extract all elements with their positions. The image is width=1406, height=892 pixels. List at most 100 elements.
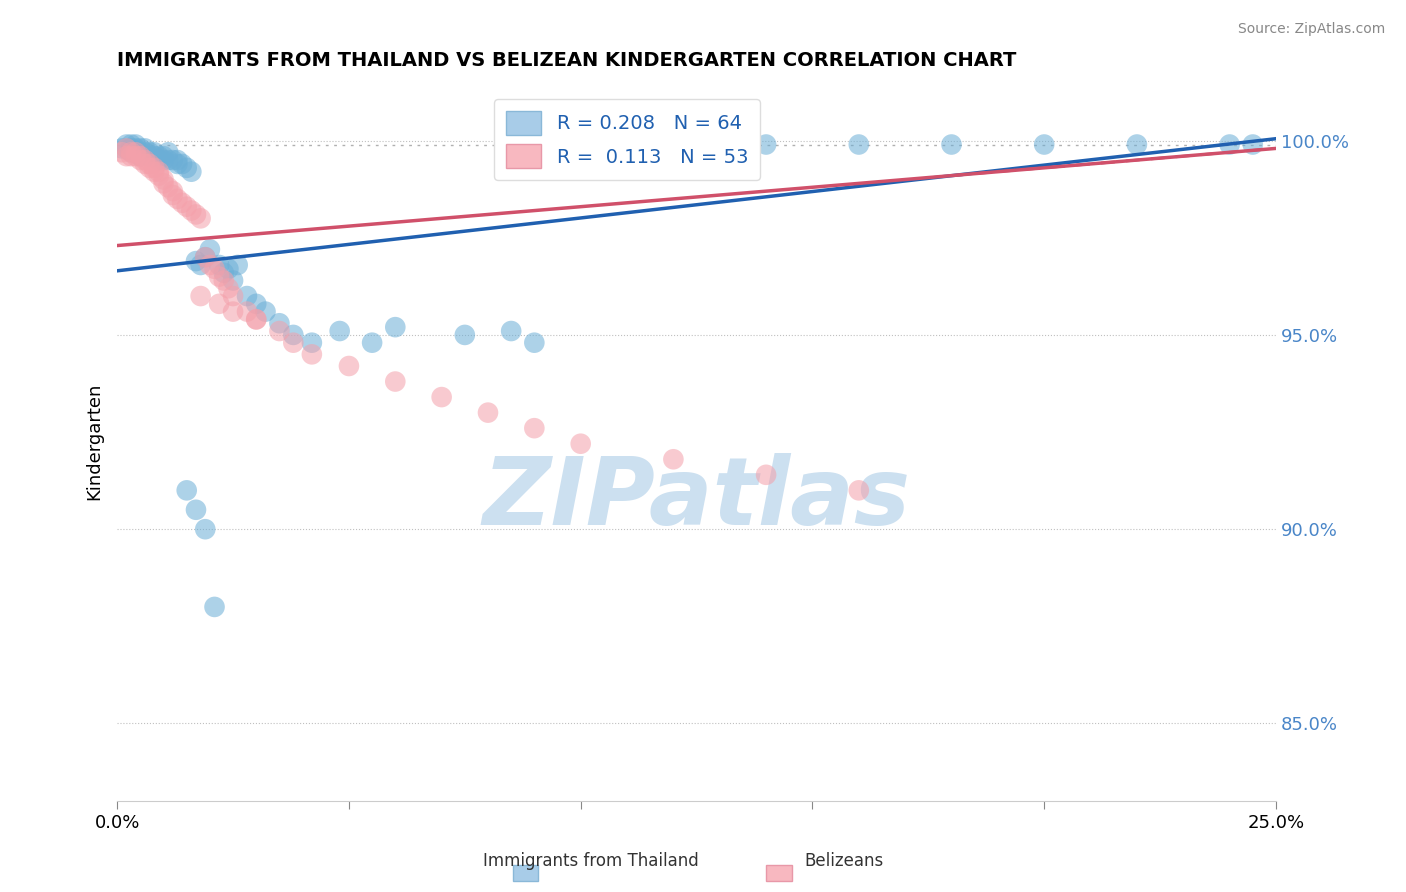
- Point: [523, 421, 546, 435]
- Point: [152, 172, 174, 186]
- Point: [120, 145, 142, 160]
- Point: [616, 141, 638, 155]
- Point: [134, 157, 156, 171]
- Text: ZIPatlas: ZIPatlas: [482, 453, 911, 545]
- Point: [662, 137, 685, 152]
- Point: [283, 327, 305, 342]
- Point: [208, 269, 231, 284]
- Point: [143, 149, 166, 163]
- Point: [236, 304, 259, 318]
- Point: [190, 211, 212, 226]
- Point: [301, 347, 323, 361]
- Point: [180, 165, 202, 179]
- Point: [245, 297, 267, 311]
- Text: IMMIGRANTS FROM THAILAND VS BELIZEAN KINDERGARTEN CORRELATION CHART: IMMIGRANTS FROM THAILAND VS BELIZEAN KIN…: [117, 51, 1017, 70]
- Point: [755, 137, 778, 152]
- Point: [143, 145, 166, 160]
- Point: [143, 161, 166, 175]
- Point: [190, 289, 212, 303]
- Point: [115, 137, 138, 152]
- Text: Immigrants from Thailand: Immigrants from Thailand: [482, 852, 699, 870]
- Point: [162, 184, 184, 198]
- Point: [184, 502, 207, 516]
- Point: [222, 273, 245, 287]
- Point: [138, 161, 160, 175]
- Point: [454, 327, 477, 342]
- Point: [222, 304, 245, 318]
- Point: [190, 258, 212, 272]
- Point: [125, 141, 148, 155]
- Point: [198, 243, 221, 257]
- Point: [501, 324, 523, 338]
- Point: [115, 149, 138, 163]
- Point: [217, 281, 239, 295]
- Point: [111, 145, 134, 160]
- Point: [148, 149, 170, 163]
- Point: [148, 165, 170, 179]
- Point: [301, 335, 323, 350]
- Point: [129, 153, 152, 167]
- Point: [194, 250, 217, 264]
- Point: [208, 258, 231, 272]
- Point: [477, 406, 499, 420]
- Point: [138, 145, 160, 160]
- Text: Belizeans: Belizeans: [804, 852, 883, 870]
- Point: [569, 137, 592, 152]
- Point: [125, 145, 148, 160]
- Point: [152, 177, 174, 191]
- Point: [157, 145, 180, 160]
- Point: [148, 153, 170, 167]
- Point: [176, 483, 198, 498]
- Point: [337, 359, 360, 373]
- Point: [384, 320, 406, 334]
- Point: [523, 335, 546, 350]
- Point: [129, 149, 152, 163]
- Point: [120, 149, 142, 163]
- Point: [134, 153, 156, 167]
- Point: [166, 157, 188, 171]
- Point: [848, 483, 870, 498]
- Point: [212, 273, 235, 287]
- Point: [125, 149, 148, 163]
- Point: [129, 141, 152, 155]
- Point: [115, 141, 138, 155]
- Point: [245, 312, 267, 326]
- Point: [148, 169, 170, 183]
- Point: [384, 375, 406, 389]
- Point: [269, 316, 291, 330]
- Point: [245, 312, 267, 326]
- Point: [120, 141, 142, 155]
- Point: [134, 141, 156, 155]
- Point: [430, 390, 453, 404]
- Point: [361, 335, 384, 350]
- Point: [157, 180, 180, 194]
- Point: [1219, 137, 1241, 152]
- Point: [194, 522, 217, 536]
- Point: [176, 161, 198, 175]
- Point: [254, 304, 277, 318]
- Point: [120, 145, 142, 160]
- Point: [236, 289, 259, 303]
- Point: [176, 200, 198, 214]
- Point: [120, 137, 142, 152]
- Point: [184, 254, 207, 268]
- Point: [162, 153, 184, 167]
- Point: [329, 324, 352, 338]
- Point: [848, 137, 870, 152]
- Y-axis label: Kindergarten: Kindergarten: [86, 383, 103, 500]
- Point: [1033, 137, 1056, 152]
- Point: [1241, 137, 1264, 152]
- Point: [204, 599, 226, 614]
- Point: [755, 467, 778, 482]
- Legend: R = 0.208   N = 64, R =  0.113   N = 53: R = 0.208 N = 64, R = 0.113 N = 53: [495, 99, 759, 180]
- Point: [138, 149, 160, 163]
- Point: [115, 141, 138, 155]
- Point: [662, 452, 685, 467]
- Text: Source: ZipAtlas.com: Source: ZipAtlas.com: [1237, 22, 1385, 37]
- Point: [212, 266, 235, 280]
- Point: [172, 195, 194, 210]
- Point: [269, 324, 291, 338]
- Point: [143, 165, 166, 179]
- Point: [222, 289, 245, 303]
- Point: [138, 157, 160, 171]
